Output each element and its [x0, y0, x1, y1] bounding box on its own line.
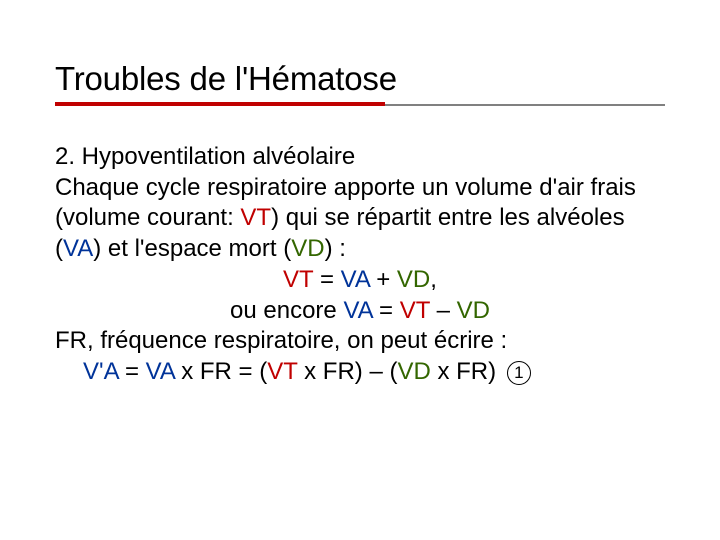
term-vd: VD	[397, 266, 430, 293]
equation-2: ou encore VA = VT – VD	[55, 296, 665, 327]
slide-title: Troubles de l'Hématose	[55, 60, 665, 98]
underline-gray	[385, 104, 665, 106]
text: =	[118, 358, 145, 385]
text: x FR)	[431, 358, 503, 385]
text: =	[372, 297, 399, 324]
term-va: VA	[63, 235, 93, 262]
text: ) et l'espace mort (	[93, 235, 291, 262]
term-vt: VT	[240, 204, 271, 231]
text: ,	[430, 266, 437, 293]
text: x FR) – (	[297, 358, 397, 385]
term-va: VA	[146, 358, 175, 385]
term-vd: VD	[397, 358, 430, 385]
paragraph-definition: Chaque cycle respiratoire apporte un vol…	[55, 173, 665, 265]
term-vd: VD	[457, 297, 490, 324]
equation-3: V'A = VA x FR = (VT x FR) – (VD x FR) 1	[55, 357, 665, 388]
term-vt: VT	[400, 297, 430, 324]
text: ) :	[325, 235, 346, 262]
title-underline	[55, 102, 665, 120]
slide-body: 2. Hypoventilation alvéolaire Chaque cyc…	[55, 142, 665, 388]
paragraph-fr: FR, fréquence respiratoire, on peut écri…	[55, 326, 665, 357]
circled-number-icon: 1	[507, 361, 531, 385]
subheading: 2. Hypoventilation alvéolaire	[55, 142, 665, 173]
term-va: VA	[343, 297, 372, 324]
text: –	[430, 297, 457, 324]
term-vprime-a: V'A	[83, 358, 118, 385]
term-vt: VT	[283, 266, 313, 293]
underline-accent	[55, 102, 385, 106]
term-vt: VT	[267, 358, 297, 385]
slide: Troubles de l'Hématose 2. Hypoventilatio…	[0, 0, 720, 540]
text: ou encore	[230, 297, 343, 324]
term-va: VA	[341, 266, 370, 293]
equation-1: VT = VA + VD,	[55, 265, 665, 296]
term-vd: VD	[291, 235, 324, 262]
text: +	[370, 266, 397, 293]
text: x FR = (	[175, 358, 268, 385]
text: =	[313, 266, 340, 293]
